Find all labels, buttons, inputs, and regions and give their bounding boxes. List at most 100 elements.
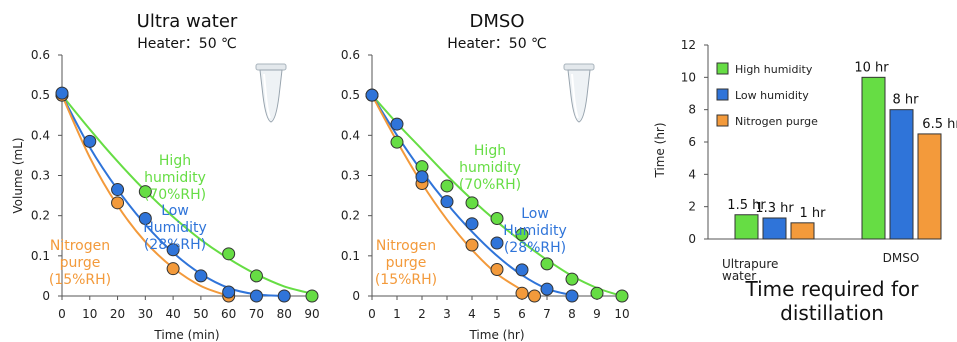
chart-subtitle: Heater：50 ℃ — [447, 36, 547, 52]
bar-nitrogen-ultrapure — [790, 222, 815, 240]
bar-y-tick-label: 10 — [681, 70, 696, 84]
series-label-high: (70%RH) — [459, 177, 521, 193]
point-high — [138, 185, 152, 199]
x-tick-label: 60 — [221, 307, 236, 321]
bar-y-tick-label: 12 — [681, 38, 696, 52]
y-tick-label: 0.5 — [341, 88, 360, 102]
point-low — [465, 217, 479, 231]
point-nitrogen — [166, 262, 180, 276]
legend-label-low: Low humidity — [735, 89, 809, 102]
point-low — [138, 211, 152, 225]
y-tick-label: 0.5 — [31, 88, 50, 102]
bar-chart-title: Time required for — [745, 277, 920, 301]
tube-highlight — [263, 73, 271, 119]
x-axis-label: Time (hr) — [468, 328, 524, 342]
distillation-time-chart: 0 2 4 6 8 10 12 Time (hr) 1.5 hr 10 hr 1.3 hr 8 hr 1… — [653, 38, 957, 325]
point-low — [490, 236, 504, 250]
x-tick-label: 8 — [568, 307, 576, 321]
bar-y-tick-label: 8 — [688, 103, 696, 117]
series-label-nitrogen: Nitrogen — [50, 238, 110, 254]
tube-cap — [563, 63, 595, 71]
series-label-high: humidity — [144, 170, 206, 186]
y-tick-label: 0 — [352, 289, 360, 303]
curve-low — [371, 94, 573, 297]
y-tick-label: 0.4 — [341, 128, 360, 142]
point-high — [465, 196, 479, 210]
x-tick-label: 5 — [493, 307, 501, 321]
y-tick-label: 0.6 — [31, 48, 50, 62]
bar-value-label: 10 hr — [854, 60, 889, 75]
point-low — [365, 88, 379, 102]
bar-high-dmso — [861, 76, 886, 240]
chart-title: DMSO — [470, 11, 525, 32]
point-low — [515, 263, 529, 277]
x-tick-label: 10 — [82, 307, 97, 321]
legend-swatch-nitrogen — [716, 114, 729, 127]
legend-label-high: High humidity — [735, 63, 813, 76]
y-axis-label: Volume (mL) — [11, 137, 25, 213]
point-high — [565, 272, 579, 286]
x-tick-label: 3 — [443, 307, 451, 321]
bar-y-tick-label: 2 — [688, 200, 696, 214]
bar-legend: High humidity Low humidity Nitrogen purge — [716, 62, 818, 128]
bar-y-tick-label: 6 — [688, 135, 696, 149]
point-low — [194, 269, 208, 283]
tube-icon — [255, 63, 287, 123]
y-tick-label: 0.2 — [341, 209, 360, 223]
point-high — [390, 135, 404, 149]
legend-swatch-low — [716, 88, 729, 101]
bar-value-label: 1.3 hr — [755, 201, 794, 216]
bar-y-axis-label: Time (hr) — [653, 122, 667, 178]
point-low — [540, 282, 554, 296]
y-tick-label: 0.4 — [31, 128, 50, 142]
bar-low-dmso — [889, 109, 914, 240]
series-label-high: High — [474, 143, 506, 159]
x-tick-label: 0 — [58, 307, 66, 321]
bar-value-label: 1 hr — [800, 206, 827, 221]
x-tick-label: 6 — [518, 307, 526, 321]
point-high — [440, 179, 454, 193]
bar-y-tick-label: 4 — [688, 167, 696, 181]
point-low — [55, 86, 69, 100]
point-high — [590, 286, 604, 300]
x-tick-label: 70 — [249, 307, 264, 321]
x-tick-label: 30 — [138, 307, 153, 321]
x-tick-label: 90 — [304, 307, 319, 321]
y-tick-label: 0.3 — [341, 169, 360, 183]
point-low — [440, 195, 454, 209]
series-label-nitrogen: purge — [386, 255, 427, 271]
x-tick-label: 50 — [193, 307, 208, 321]
x-tick-label: 1 — [393, 307, 401, 321]
x-tick-label: 9 — [593, 307, 601, 321]
series-label-nitrogen: purge — [60, 255, 101, 271]
y-tick-label: 0 — [42, 289, 50, 303]
series-label-low: Low — [161, 203, 189, 219]
series-label-high: humidity — [459, 160, 521, 176]
legend-label-nitrogen: Nitrogen purge — [735, 115, 818, 128]
point-high — [490, 211, 504, 225]
point-high — [305, 289, 319, 303]
x-tick-label: 20 — [110, 307, 125, 321]
x-tick-label: 2 — [418, 307, 426, 321]
legend-swatch-high — [716, 62, 729, 75]
tube-body — [259, 69, 283, 123]
point-nitrogen — [528, 289, 541, 303]
point-nitrogen — [465, 238, 479, 252]
series-label-nitrogen: (15%RH) — [49, 272, 111, 288]
series-label-low: (28%RH) — [144, 237, 206, 253]
point-low — [415, 170, 429, 184]
point-high — [222, 247, 236, 261]
series-label-high: (70%RH) — [144, 187, 206, 203]
point-low — [390, 117, 404, 131]
point-nitrogen — [490, 262, 504, 276]
series-label-low: Humidity — [503, 223, 566, 239]
bar-low-ultrapure — [762, 217, 787, 240]
bar-value-label: 1.5 hr — [727, 198, 766, 213]
curve-nitrogen — [61, 94, 230, 297]
series-label-low: (28%RH) — [504, 240, 566, 256]
point-low — [111, 183, 125, 197]
point-high — [615, 289, 629, 303]
x-tick-label: 0 — [368, 307, 376, 321]
point-nitrogen — [111, 196, 125, 210]
